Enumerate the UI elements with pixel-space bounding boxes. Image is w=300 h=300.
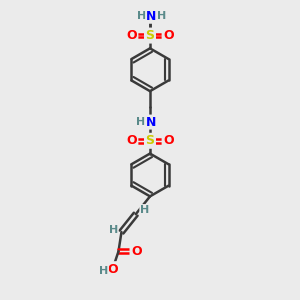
Text: H: H (140, 205, 149, 215)
Text: O: O (163, 134, 174, 147)
Text: O: O (163, 29, 174, 42)
Text: O: O (126, 134, 137, 147)
Text: O: O (126, 29, 137, 42)
Text: N: N (146, 116, 156, 129)
Text: H: H (157, 11, 166, 21)
Text: S: S (146, 29, 154, 42)
Text: H: H (136, 117, 145, 127)
Text: O: O (107, 263, 118, 276)
Text: H: H (109, 225, 118, 235)
Text: S: S (146, 134, 154, 147)
Text: N: N (146, 10, 157, 23)
Text: H: H (99, 266, 108, 276)
Text: H: H (137, 11, 146, 21)
Text: O: O (131, 245, 142, 258)
